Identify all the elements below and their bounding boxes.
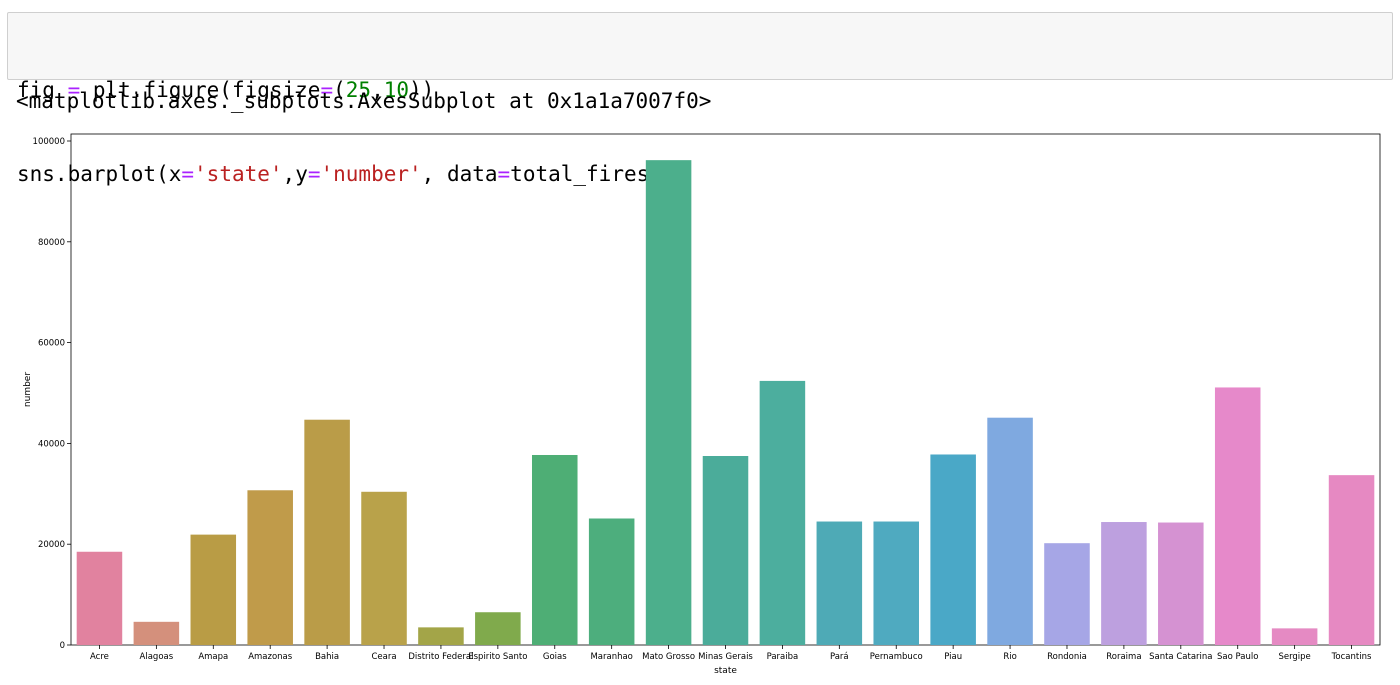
x-tick-label: Tocantins [1331, 652, 1372, 662]
y-axis-label: number [23, 372, 33, 407]
y-tick-label: 60000 [38, 339, 65, 349]
x-tick-label: Goias [543, 652, 567, 662]
bar [190, 534, 237, 645]
code-token: )) [409, 78, 435, 102]
x-tick-label: Bahia [315, 652, 339, 662]
code-token: fig [17, 78, 68, 102]
bar [1328, 475, 1375, 645]
code-token: ( [333, 78, 346, 102]
code-input-cell[interactable]: fig = plt.figure(figsize=(25,10)) sns.ba… [7, 12, 1393, 186]
code-token: , [371, 78, 384, 102]
cell-output-text: <matplotlib.axes._subplots.AxesSubplot a… [16, 89, 712, 113]
x-tick-label: Mato Grosso [642, 652, 695, 662]
bar [987, 417, 1033, 645]
x-tick-label: Minas Gerais [698, 652, 753, 662]
y-tick-label: 100000 [33, 137, 65, 147]
x-tick-label: Rondonia [1047, 652, 1087, 662]
bar [816, 521, 863, 645]
bar-chart-svg: 0 20000 40000 60000 80000 100000 Acre Alagoas Am… [23, 133, 1381, 676]
x-tick-label: Santa Catarina [1149, 652, 1212, 662]
code-line-1: fig = plt.figure(figsize=(25,10)) [17, 76, 1392, 104]
bar [304, 419, 350, 645]
code-token: 10 [383, 78, 410, 102]
code-token: 25 [345, 78, 372, 102]
x-axis-label: state [714, 666, 737, 676]
y-tick-label: 20000 [38, 540, 65, 550]
code-token: 'state' [194, 162, 283, 186]
bar [1158, 522, 1204, 645]
bar [133, 621, 180, 645]
bar [702, 456, 749, 645]
x-tick-label: Amapa [198, 652, 228, 662]
bar [418, 627, 464, 645]
bar [1271, 628, 1318, 645]
bar [873, 521, 920, 645]
x-tick-label: Alagoas [140, 652, 174, 662]
bar [645, 160, 692, 645]
code-token: sns.barplot(x [17, 162, 182, 186]
code-token: = [307, 162, 321, 186]
y-tick-label: 80000 [38, 238, 65, 248]
x-tick-label: Piau [944, 652, 962, 662]
code-token: , data [421, 162, 498, 186]
bar [247, 490, 293, 645]
bar [475, 612, 521, 645]
code-token: 'number' [320, 162, 422, 186]
x-tick-label: Rio [1003, 652, 1016, 662]
code-token: = [497, 162, 511, 186]
bar [76, 551, 123, 645]
x-tick-label: Sao Paulo [1217, 652, 1258, 662]
x-tick-label: Espirito Santo [468, 652, 527, 662]
bar [361, 491, 407, 645]
x-tick-label: Distrito Federal [408, 652, 473, 662]
code-token: = [320, 78, 334, 102]
bar [1214, 387, 1261, 645]
x-tick-label: Maranhao [590, 652, 632, 662]
x-tick-label: Pernambuco [870, 652, 923, 662]
x-tick-label: Amazonas [248, 652, 293, 662]
bar [588, 518, 635, 645]
x-tick-label: Pará [830, 652, 849, 662]
code-line-2: sns.barplot(x='state',y='number', data=t… [17, 160, 1392, 188]
x-tick-label: Roraima [1106, 652, 1141, 662]
x-tick-label: Ceara [371, 652, 396, 662]
x-tick-label: Paraiba [767, 652, 799, 662]
bar [1101, 522, 1147, 645]
code-token: plt.figure(figsize [80, 78, 321, 102]
x-tick-label: Sergipe [1278, 652, 1310, 662]
x-tick-label: Acre [90, 652, 109, 662]
code-token: total_fires) [510, 162, 662, 186]
bar [531, 454, 578, 645]
bar [930, 454, 976, 645]
code-token: ,y [282, 162, 308, 186]
code-token: = [181, 162, 195, 186]
bar-chart: 0 20000 40000 60000 80000 100000 Acre Alagoas Am… [0, 128, 1400, 680]
bar [1044, 543, 1090, 645]
y-tick-label: 0 [60, 641, 65, 651]
code-token: = [67, 78, 81, 102]
y-tick-label: 40000 [38, 439, 65, 449]
bar [759, 380, 806, 645]
